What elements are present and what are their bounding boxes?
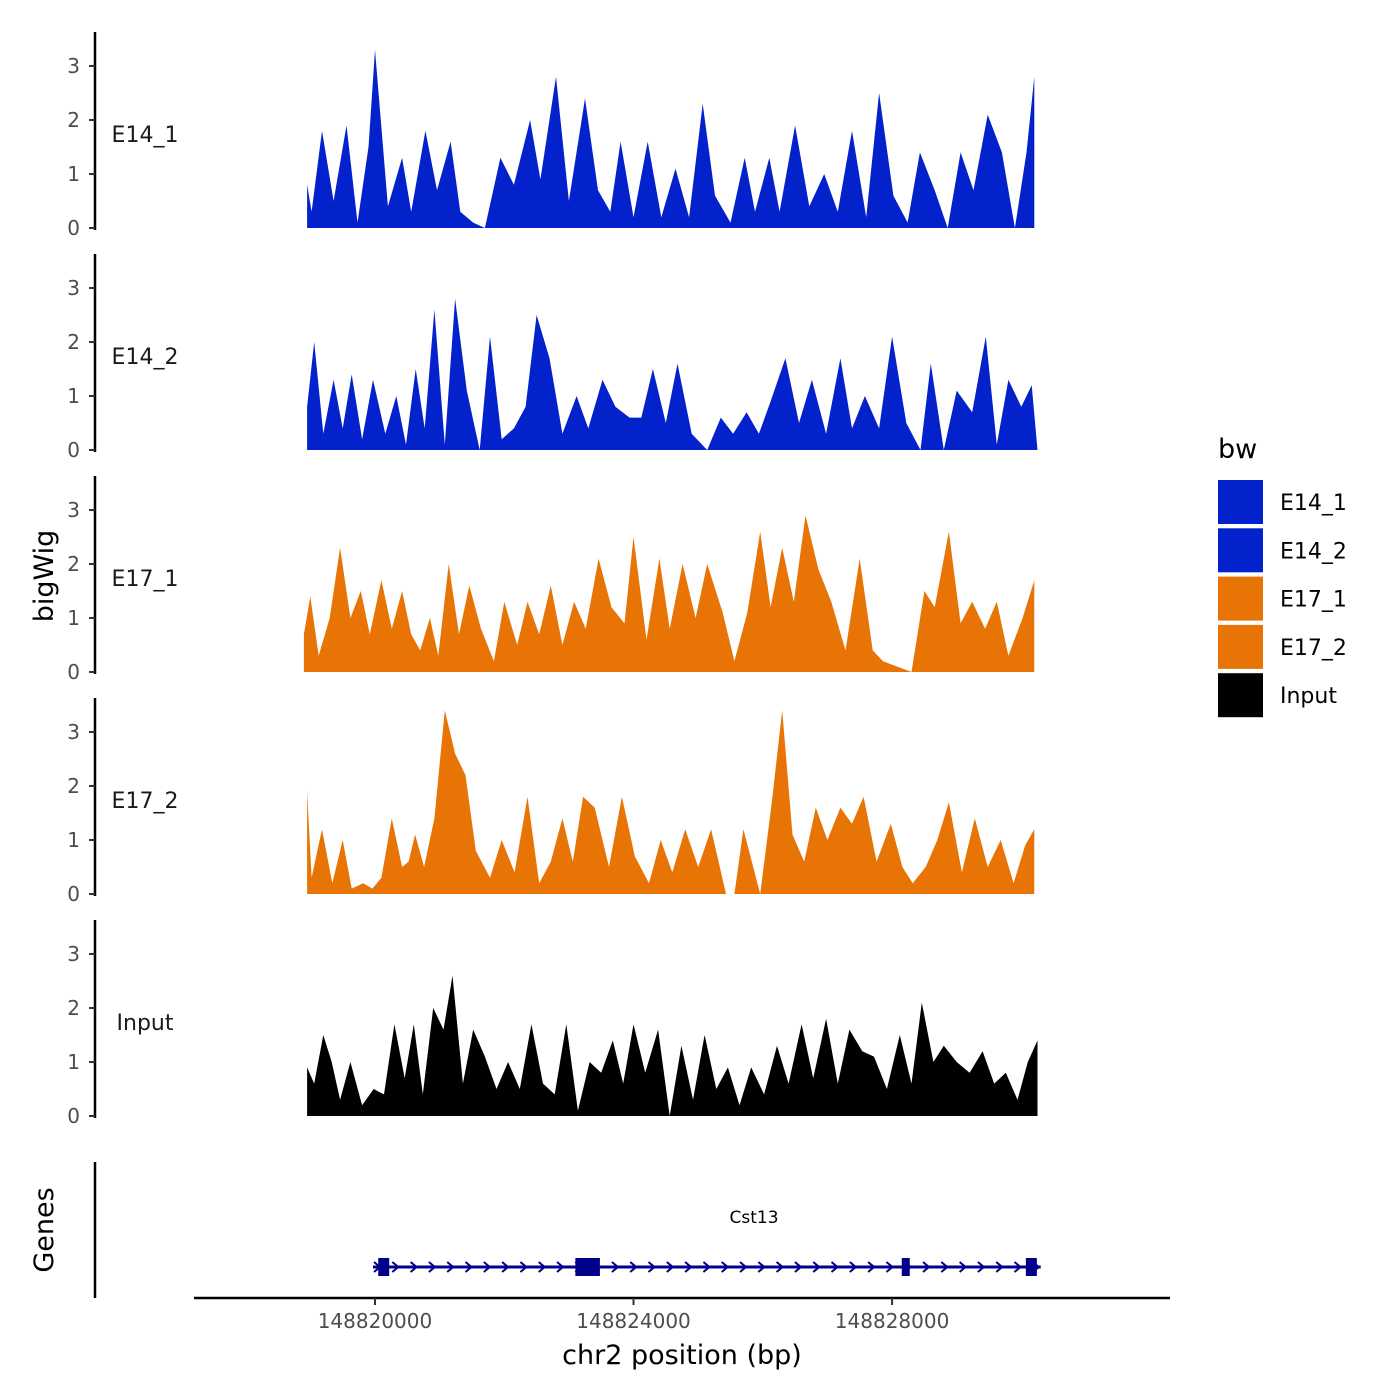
x-axis: 148820000 148824000 148828000 <box>194 1296 1170 1333</box>
y-tick-label: 1 <box>67 828 80 852</box>
strand-arrow <box>867 1261 876 1273</box>
signal-tracks: 0 1 2 3 E14_1 0 1 2 3 E14_2 0 1 2 3 E17_1 0 1 2 3 E17_2 0 1 2 3… <box>67 32 1038 1128</box>
strand-arrow <box>519 1261 528 1273</box>
x-tick-label: 148820000 <box>318 1309 433 1333</box>
y-tick-label: 2 <box>67 996 80 1020</box>
gene-exon <box>575 1258 600 1276</box>
track-label: Input <box>117 1011 174 1036</box>
strand-arrow <box>775 1261 785 1273</box>
strand-arrow <box>995 1261 1004 1273</box>
strand-arrow <box>391 1261 400 1273</box>
y-tick-label: 1 <box>67 384 80 408</box>
strand-arrow <box>556 1261 565 1273</box>
track-label: E14_1 <box>112 123 179 148</box>
legend-title: bw <box>1218 434 1257 465</box>
strand-arrow <box>629 1261 638 1273</box>
gene-exon <box>901 1258 910 1276</box>
strand-arrow <box>428 1261 437 1273</box>
strand-arrow <box>885 1261 894 1273</box>
strand-arrow <box>409 1261 419 1273</box>
strand-arrow <box>702 1261 711 1273</box>
legend-swatch <box>1218 624 1263 669</box>
gene-exon <box>1025 1258 1037 1276</box>
strand-arrow <box>958 1261 968 1273</box>
legend-label: E14_1 <box>1280 491 1347 516</box>
y-tick-label: 2 <box>67 774 80 798</box>
track-label: E17_2 <box>112 789 179 814</box>
strand-arrow <box>977 1261 986 1273</box>
legend-label: E17_1 <box>1280 588 1347 613</box>
x-tick-label: 148824000 <box>576 1309 691 1333</box>
gene-exon <box>378 1258 390 1276</box>
legend-swatch <box>1218 673 1263 718</box>
strand-arrow <box>739 1261 748 1273</box>
y-tick-label: 3 <box>67 942 80 966</box>
legend-swatch <box>1218 480 1263 524</box>
y-tick-label: 3 <box>67 54 80 78</box>
area-Input <box>307 975 1038 1116</box>
area-E17_2 <box>307 710 1035 894</box>
track-panel-E17_2: 0 1 2 3 E17_2 <box>67 698 1035 906</box>
track-panel-E14_2: 0 1 2 3 E14_2 <box>67 254 1038 462</box>
track-panel-E14_1: 0 1 2 3 E14_1 <box>67 32 1035 240</box>
x-axis-title: chr2 position (bp) <box>562 1340 802 1371</box>
y-tick-label: 1 <box>67 606 80 630</box>
strand-arrow <box>849 1261 858 1273</box>
legend: bw E14_1 E14_2 E17_1 E17_2 Input <box>1218 434 1347 718</box>
legend-label: Input <box>1280 684 1337 709</box>
y-tick-label: 2 <box>67 330 80 354</box>
y-tick-label: 0 <box>67 882 80 906</box>
strand-arrow <box>721 1261 730 1273</box>
genes-axis-title: Genes <box>29 1187 60 1272</box>
y-tick-label: 1 <box>67 1050 80 1074</box>
legend-label: E17_2 <box>1280 636 1347 661</box>
strand-arrow <box>757 1261 766 1273</box>
x-tick-label: 148828000 <box>835 1309 950 1333</box>
y-tick-label: 3 <box>67 276 80 300</box>
y-tick-label: 0 <box>67 216 80 240</box>
strand-arrow <box>501 1261 510 1273</box>
y-tick-label: 0 <box>67 438 80 462</box>
strand-arrow <box>1013 1261 1023 1273</box>
strand-arrow <box>922 1261 931 1273</box>
strand-arrow <box>812 1261 821 1273</box>
strand-arrow <box>611 1261 620 1273</box>
y-axis-title: bigWig <box>29 530 60 623</box>
strand-arrow <box>666 1261 675 1273</box>
strand-arrow <box>446 1261 455 1273</box>
legend-swatch <box>1218 576 1263 621</box>
strand-arrow <box>940 1261 949 1273</box>
track-label: E17_1 <box>112 567 179 592</box>
strand-arrow <box>538 1261 547 1273</box>
strand-arrow <box>464 1261 474 1273</box>
area-E17_1 <box>303 515 1035 672</box>
y-tick-label: 2 <box>67 108 80 132</box>
strand-arrow <box>684 1261 693 1273</box>
strand-arrow <box>794 1261 803 1273</box>
strand-arrow <box>647 1261 657 1273</box>
y-tick-label: 0 <box>67 1104 80 1128</box>
legend-swatch <box>1218 528 1263 573</box>
area-E14_2 <box>307 298 1038 450</box>
gene-track: Cst13 <box>93 1162 1041 1298</box>
track-panel-Input: 0 1 2 3 Input <box>67 920 1038 1128</box>
y-tick-label: 2 <box>67 552 80 576</box>
y-tick-label: 3 <box>67 498 80 522</box>
y-tick-label: 0 <box>67 660 80 684</box>
gene-label: Cst13 <box>729 1208 778 1228</box>
y-tick-label: 3 <box>67 720 80 744</box>
track-panel-E17_1: 0 1 2 3 E17_1 <box>67 476 1035 684</box>
strand-arrow <box>483 1261 492 1273</box>
track-label: E14_2 <box>112 345 179 370</box>
y-tick-label: 1 <box>67 162 80 186</box>
strand-arrow <box>830 1261 840 1273</box>
area-E14_1 <box>307 49 1035 228</box>
legend-label: E14_2 <box>1280 539 1347 564</box>
